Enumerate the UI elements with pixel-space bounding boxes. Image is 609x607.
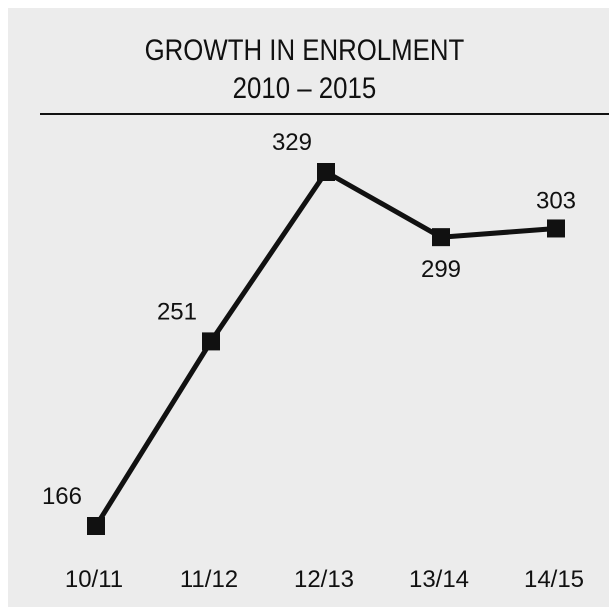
- data-label-10-11: 166: [42, 483, 82, 510]
- data-point-12-13: [317, 163, 335, 181]
- data-point-13-14: [432, 228, 450, 247]
- x-tick-label-11-12: 11/12: [180, 566, 238, 593]
- chart-title-block: GROWTH IN ENROLMENT 2010 – 2015: [43, 32, 567, 108]
- x-tick-label-10-11: 10/11: [65, 566, 123, 593]
- data-label-12-13: 329: [272, 129, 312, 156]
- data-label-11-12: 251: [157, 298, 197, 325]
- chart-title: GROWTH IN ENROLMENT: [144, 34, 465, 67]
- chart-subtitle: 2010 – 2015: [232, 72, 377, 105]
- data-point-11-12: [202, 332, 220, 351]
- title-divider: [40, 113, 609, 115]
- data-point-10-11: [87, 517, 105, 535]
- data-label-13-14: 299: [421, 256, 461, 283]
- data-point-14-15: [547, 219, 565, 238]
- x-tick-label-13-14: 13/14: [409, 566, 469, 593]
- data-label-14-15: 303: [536, 187, 576, 214]
- x-tick-label-12-13: 12/13: [294, 566, 354, 593]
- x-tick-label-14-15: 14/15: [524, 566, 584, 593]
- series-line: [93, 168, 557, 528]
